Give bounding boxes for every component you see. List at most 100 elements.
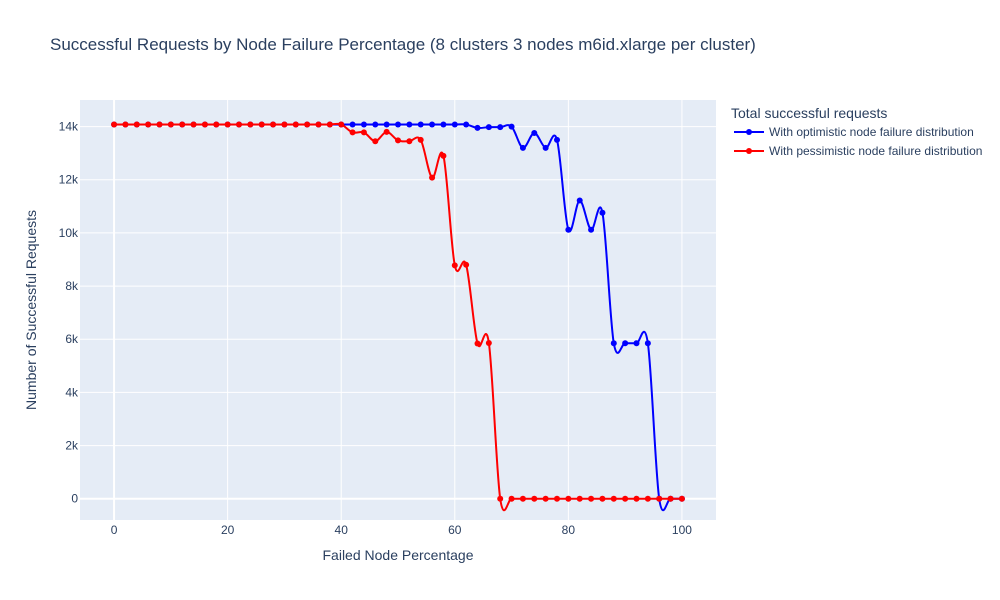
data-point-marker[interactable]: [145, 121, 152, 128]
x-axis-ticks: 0 20 40 60 80 100: [111, 523, 693, 537]
data-point-marker[interactable]: [292, 121, 299, 128]
y-tick-label: 8k: [65, 279, 79, 293]
data-point-marker[interactable]: [315, 121, 322, 128]
data-point-marker[interactable]: [678, 495, 685, 502]
data-point-marker[interactable]: [633, 340, 640, 347]
data-point-marker[interactable]: [497, 495, 504, 502]
data-point-marker[interactable]: [656, 495, 663, 502]
data-point-marker[interactable]: [304, 121, 311, 128]
data-point-marker[interactable]: [417, 136, 424, 143]
data-point-marker[interactable]: [588, 495, 595, 502]
data-point-marker[interactable]: [531, 495, 538, 502]
data-point-marker[interactable]: [213, 121, 220, 128]
data-point-marker[interactable]: [463, 121, 470, 128]
data-point-marker[interactable]: [395, 137, 401, 144]
plot-area[interactable]: [80, 100, 716, 520]
data-point-marker[interactable]: [599, 209, 606, 216]
data-point-marker[interactable]: [531, 129, 538, 136]
data-point-marker[interactable]: [576, 197, 583, 204]
data-point-marker[interactable]: [372, 138, 379, 145]
data-point-marker[interactable]: [497, 124, 504, 131]
y-tick-label: 2k: [65, 439, 79, 453]
data-point-marker[interactable]: [440, 121, 447, 128]
data-point-marker[interactable]: [326, 121, 333, 128]
data-point-marker[interactable]: [554, 495, 560, 502]
data-point-marker[interactable]: [554, 136, 560, 143]
data-point-marker[interactable]: [201, 121, 208, 128]
data-point-marker[interactable]: [270, 121, 277, 128]
data-point-marker[interactable]: [167, 121, 174, 128]
data-point-marker[interactable]: [349, 129, 356, 136]
data-point-marker[interactable]: [565, 495, 572, 502]
data-point-marker[interactable]: [406, 138, 413, 145]
data-point-marker[interactable]: [474, 124, 481, 131]
data-point-marker[interactable]: [644, 495, 651, 502]
data-point-marker[interactable]: [485, 124, 492, 131]
data-point-marker[interactable]: [406, 121, 413, 128]
data-point-marker[interactable]: [644, 340, 651, 347]
data-point-marker[interactable]: [224, 121, 231, 128]
x-tick-label: 20: [221, 523, 235, 537]
data-point-marker[interactable]: [429, 174, 436, 181]
data-point-marker[interactable]: [542, 495, 549, 502]
chart-title: Successful Requests by Node Failure Perc…: [50, 35, 756, 54]
data-point-marker[interactable]: [383, 128, 390, 135]
legend-item-pessimistic[interactable]: With pessimistic node failure distributi…: [734, 144, 982, 158]
data-point-marker[interactable]: [610, 340, 617, 347]
x-axis-title: Failed Node Percentage: [323, 547, 474, 563]
data-point-marker[interactable]: [122, 121, 129, 128]
data-point-marker[interactable]: [667, 495, 674, 502]
data-point-marker[interactable]: [451, 262, 458, 269]
data-point-marker[interactable]: [395, 121, 401, 128]
data-point-marker[interactable]: [360, 121, 367, 128]
data-point-marker[interactable]: [485, 339, 492, 346]
data-point-marker[interactable]: [429, 121, 436, 128]
x-tick-label: 40: [335, 523, 349, 537]
data-point-marker[interactable]: [179, 121, 186, 128]
series-line: [114, 122, 682, 512]
data-point-marker[interactable]: [247, 121, 254, 128]
data-point-marker[interactable]: [338, 121, 345, 128]
x-tick-label: 0: [111, 523, 118, 537]
x-tick-label: 80: [562, 523, 576, 537]
data-point-marker[interactable]: [133, 121, 140, 128]
data-point-marker[interactable]: [519, 495, 526, 502]
data-point-marker[interactable]: [190, 121, 197, 128]
data-point-marker[interactable]: [508, 123, 515, 130]
series-pessimistic: [111, 121, 685, 512]
data-point-marker[interactable]: [610, 495, 617, 502]
data-point-marker[interactable]: [463, 261, 470, 268]
y-tick-label: 6k: [65, 332, 79, 346]
data-point-marker[interactable]: [258, 121, 265, 128]
data-point-marker[interactable]: [111, 121, 118, 128]
data-point-marker[interactable]: [622, 495, 629, 502]
legend-label-optimistic: With optimistic node failure distributio…: [769, 125, 974, 139]
data-point-marker[interactable]: [565, 226, 572, 233]
data-point-marker[interactable]: [236, 121, 242, 128]
data-point-marker[interactable]: [519, 144, 526, 151]
data-point-marker[interactable]: [599, 495, 606, 502]
data-point-marker[interactable]: [281, 121, 288, 128]
data-point-marker[interactable]: [360, 129, 367, 136]
y-axis-ticks: 0 2k 4k 6k 8k 10k 12k 14k: [59, 120, 79, 506]
y-tick-label: 10k: [59, 226, 79, 240]
y-tick-label: 12k: [59, 173, 79, 187]
series-group: [111, 121, 685, 512]
data-point-marker[interactable]: [451, 121, 458, 128]
data-point-marker[interactable]: [417, 121, 424, 128]
data-point-marker[interactable]: [383, 121, 390, 128]
data-point-marker[interactable]: [542, 144, 549, 151]
data-point-marker[interactable]: [372, 121, 379, 128]
data-point-marker[interactable]: [588, 226, 595, 233]
data-point-marker[interactable]: [156, 121, 163, 128]
legend-item-optimistic[interactable]: With optimistic node failure distributio…: [734, 125, 974, 139]
data-point-marker[interactable]: [622, 340, 629, 347]
legend: Total successful requests With optimisti…: [731, 105, 982, 158]
data-point-marker[interactable]: [349, 121, 356, 128]
data-point-marker[interactable]: [508, 495, 515, 502]
data-point-marker[interactable]: [576, 495, 583, 502]
data-point-marker[interactable]: [440, 152, 447, 159]
data-point-marker[interactable]: [474, 340, 481, 347]
data-point-marker[interactable]: [633, 495, 640, 502]
